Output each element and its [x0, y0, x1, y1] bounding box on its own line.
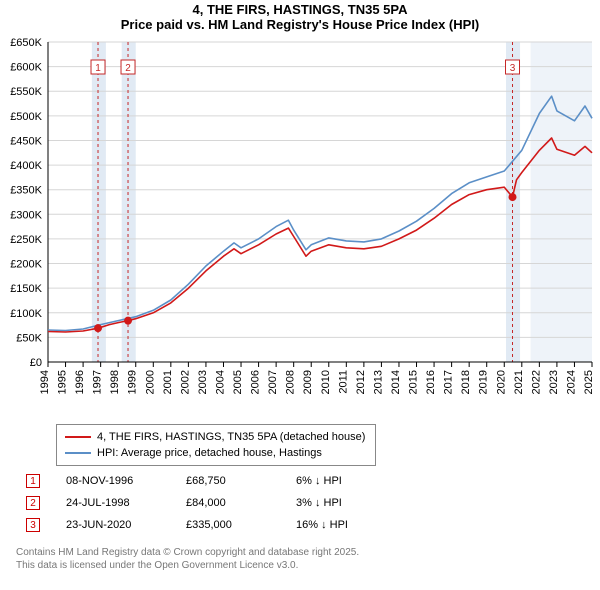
sale-row: 2 24-JUL-1998£84,0003% ↓ HPI [26, 492, 386, 514]
sales-table: 1 08-NOV-1996£68,7506% ↓ HPI 2 24-JUL-1998£… [26, 470, 386, 536]
svg-text:2016: 2016 [425, 370, 437, 394]
svg-text:2020: 2020 [495, 370, 507, 394]
legend-swatch [65, 436, 91, 438]
svg-text:2000: 2000 [144, 370, 156, 394]
footer-line-1: Contains HM Land Registry data © Crown c… [16, 546, 359, 559]
svg-text:1997: 1997 [92, 370, 104, 394]
sale-row: 1 08-NOV-1996£68,7506% ↓ HPI [26, 470, 386, 492]
svg-text:£600K: £600K [10, 62, 42, 74]
svg-text:£150K: £150K [10, 283, 42, 295]
svg-text:£450K: £450K [10, 135, 42, 147]
svg-text:2022: 2022 [530, 370, 542, 394]
legend-item: 4, THE FIRS, HASTINGS, TN35 5PA (detache… [65, 429, 365, 445]
sale-date: 23-JUN-2020 [66, 519, 186, 531]
legend: 4, THE FIRS, HASTINGS, TN35 5PA (detache… [56, 424, 376, 466]
svg-text:2021: 2021 [513, 370, 525, 394]
svg-text:2004: 2004 [214, 370, 226, 394]
svg-text:1: 1 [95, 63, 101, 74]
sale-price: £335,000 [186, 519, 296, 531]
title-line-2: Price paid vs. HM Land Registry's House … [0, 17, 600, 32]
svg-text:1994: 1994 [39, 370, 51, 394]
sale-marker: 2 [26, 496, 40, 510]
svg-text:1999: 1999 [127, 370, 139, 394]
svg-text:£300K: £300K [10, 209, 42, 221]
svg-text:1996: 1996 [74, 370, 86, 394]
svg-text:2: 2 [125, 63, 131, 74]
sale-date: 08-NOV-1996 [66, 475, 186, 487]
svg-text:2013: 2013 [372, 370, 384, 394]
sale-marker: 1 [26, 474, 40, 488]
svg-text:£100K: £100K [10, 308, 42, 320]
sale-diff: 16% ↓ HPI [296, 519, 386, 531]
sale-price: £84,000 [186, 497, 296, 509]
legend-label: 4, THE FIRS, HASTINGS, TN35 5PA (detache… [97, 429, 365, 445]
svg-text:£400K: £400K [10, 160, 42, 172]
svg-text:3: 3 [510, 63, 516, 74]
svg-text:2012: 2012 [355, 370, 367, 394]
svg-text:2001: 2001 [162, 370, 174, 394]
legend-item: HPI: Average price, detached house, Hast… [65, 445, 365, 461]
chart-container: £0 £50K £100K £150K £200K £250K £300K £350K £400… [0, 36, 600, 416]
sale-row: 3 23-JUN-2020£335,00016% ↓ HPI [26, 514, 386, 536]
svg-text:£500K: £500K [10, 111, 42, 123]
svg-text:2010: 2010 [320, 370, 332, 394]
svg-text:2017: 2017 [443, 370, 455, 394]
svg-text:£650K: £650K [10, 37, 42, 49]
sale-marker: 3 [26, 518, 40, 532]
sale-price: £68,750 [186, 475, 296, 487]
svg-text:2007: 2007 [267, 370, 279, 394]
svg-text:£250K: £250K [10, 234, 42, 246]
svg-text:2005: 2005 [232, 370, 244, 394]
svg-text:£0: £0 [30, 357, 42, 369]
svg-text:£200K: £200K [10, 259, 42, 271]
svg-text:2023: 2023 [548, 370, 560, 394]
svg-text:2015: 2015 [408, 370, 420, 394]
sale-diff: 3% ↓ HPI [296, 497, 386, 509]
svg-text:2006: 2006 [250, 370, 262, 394]
svg-text:2019: 2019 [478, 370, 490, 394]
chart-title: 4, THE FIRS, HASTINGS, TN35 5PA Price pa… [0, 0, 600, 32]
svg-text:1998: 1998 [109, 370, 121, 394]
svg-text:£50K: £50K [16, 332, 42, 344]
svg-text:2025: 2025 [583, 370, 595, 394]
svg-text:2008: 2008 [285, 370, 297, 394]
svg-text:2011: 2011 [337, 370, 349, 394]
svg-text:2018: 2018 [460, 370, 472, 394]
svg-text:£350K: £350K [10, 185, 42, 197]
svg-text:2009: 2009 [302, 370, 314, 394]
legend-swatch [65, 452, 91, 454]
sale-diff: 6% ↓ HPI [296, 475, 386, 487]
legend-label: HPI: Average price, detached house, Hast… [97, 445, 322, 461]
footer-line-2: This data is licensed under the Open Gov… [16, 559, 359, 572]
title-line-1: 4, THE FIRS, HASTINGS, TN35 5PA [0, 2, 600, 17]
price-chart: £0 £50K £100K £150K £200K £250K £300K £350K £400… [0, 36, 600, 416]
svg-text:2024: 2024 [565, 370, 577, 394]
svg-text:1995: 1995 [57, 370, 69, 394]
svg-text:£550K: £550K [10, 86, 42, 98]
svg-text:2002: 2002 [179, 370, 191, 394]
svg-text:2014: 2014 [390, 370, 402, 394]
sale-date: 24-JUL-1998 [66, 497, 186, 509]
svg-text:2003: 2003 [197, 370, 209, 394]
footer-attribution: Contains HM Land Registry data © Crown c… [16, 546, 359, 572]
